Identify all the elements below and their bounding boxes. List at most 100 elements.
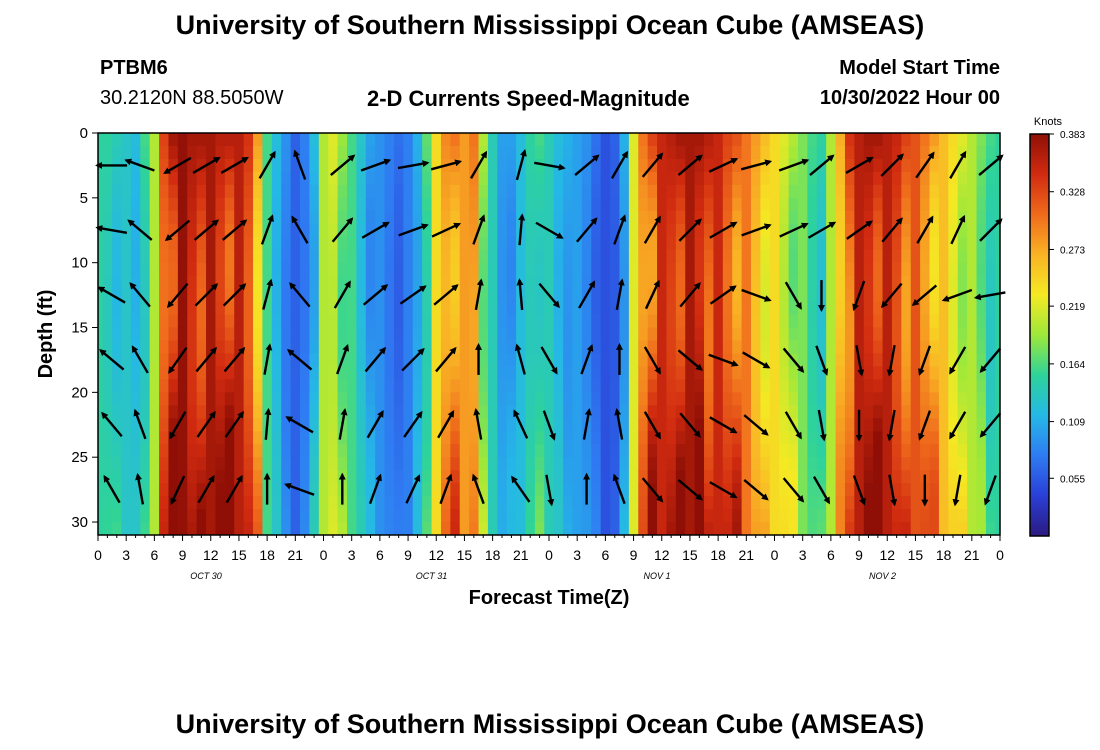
heatmap-cell: [704, 509, 714, 523]
heatmap-cell: [478, 522, 489, 536]
heatmap-cell: [713, 405, 724, 419]
heatmap-cell: [309, 444, 320, 458]
heatmap-cell: [826, 483, 837, 497]
heatmap-cell: [206, 340, 216, 354]
heatmap-cell: [779, 210, 790, 225]
heatmap-cell: [610, 288, 620, 303]
heatmap-cell: [938, 496, 949, 510]
heatmap-cell: [534, 509, 545, 523]
heatmap-cell: [112, 133, 122, 147]
heatmap-cell: [638, 301, 649, 316]
heatmap-cell: [544, 379, 555, 393]
heatmap-cell: [647, 405, 658, 419]
heatmap-cell: [563, 210, 573, 225]
heatmap-cell: [779, 483, 790, 497]
heatmap-cell: [478, 197, 489, 212]
heatmap-cell: [891, 262, 902, 277]
heatmap-cell: [713, 483, 724, 497]
heatmap-cell: [685, 366, 696, 380]
heatmap-cell: [375, 158, 386, 173]
heatmap-cell: [694, 392, 705, 406]
heatmap-cell: [638, 145, 649, 160]
heatmap-cell: [647, 184, 658, 199]
heatmap-cell: [271, 392, 282, 406]
heatmap-cell: [976, 379, 987, 393]
heatmap-cell: [694, 145, 705, 160]
heatmap-cell: [835, 262, 846, 277]
heatmap-cell: [807, 210, 818, 225]
heatmap-cell: [300, 353, 310, 367]
heatmap-cell: [666, 210, 677, 225]
heatmap-cell: [920, 366, 931, 380]
heatmap-cell: [722, 249, 733, 264]
heatmap-cell: [497, 314, 508, 329]
heatmap-cell: [290, 236, 301, 251]
heatmap-cell: [356, 133, 367, 147]
heatmap-cell: [751, 522, 761, 536]
heatmap-cell: [666, 353, 677, 367]
heatmap-cell: [929, 509, 940, 523]
heatmap-cell: [591, 444, 602, 458]
heatmap-cell: [610, 275, 620, 290]
heatmap-cell: [854, 392, 865, 406]
heatmap-cell: [469, 197, 480, 212]
heatmap-cell: [375, 262, 386, 277]
heatmap-cell: [487, 236, 498, 251]
heatmap-cell: [844, 275, 855, 290]
heatmap-cell: [102, 496, 113, 510]
heatmap-cell: [779, 145, 790, 160]
heatmap-cell: [591, 327, 602, 341]
heatmap-cell: [328, 366, 339, 380]
heatmap-cell: [957, 249, 968, 264]
heatmap-cell: [102, 379, 113, 393]
heatmap-cell: [685, 340, 696, 354]
heatmap-cell: [591, 509, 602, 523]
heatmap-cell: [826, 392, 837, 406]
heatmap-cell: [450, 210, 461, 225]
heatmap-cell: [140, 197, 151, 212]
heatmap-cell: [816, 327, 827, 341]
heatmap-cell: [403, 366, 414, 380]
heatmap-cell: [929, 288, 940, 303]
heatmap-cell: [459, 405, 470, 419]
heatmap-cell: [995, 522, 1001, 536]
heatmap-cell: [882, 392, 893, 406]
heatmap-cell: [882, 262, 893, 277]
x-tick-label: 12: [879, 547, 895, 563]
heatmap-cell: [901, 197, 912, 212]
heatmap-cell: [98, 509, 104, 523]
heatmap-cell: [657, 288, 667, 303]
heatmap-cell: [844, 288, 855, 303]
heatmap-cell: [722, 301, 733, 316]
heatmap-cell: [985, 171, 996, 186]
heatmap-cell: [130, 262, 141, 277]
heatmap-cell: [610, 249, 620, 264]
heatmap-cell: [243, 444, 254, 458]
heatmap-cell: [563, 236, 573, 251]
heatmap-cell: [168, 470, 179, 484]
x-tick-label: 3: [799, 547, 807, 563]
heatmap-cell: [375, 327, 386, 341]
heatmap-cell: [346, 327, 357, 341]
heatmap-cell: [647, 340, 658, 354]
heatmap-cell: [403, 470, 414, 484]
heatmap-cell: [779, 301, 790, 316]
heatmap-cell: [995, 431, 1001, 445]
heatmap-cell: [393, 327, 404, 341]
heatmap-cell: [309, 392, 320, 406]
heatmap-cell: [685, 249, 696, 264]
heatmap-cell: [760, 171, 771, 186]
heatmap-cell: [215, 496, 226, 510]
heatmap-cell: [732, 327, 743, 341]
heatmap-cell: [938, 314, 949, 329]
heatmap-cell: [318, 223, 329, 238]
heatmap-cell: [563, 275, 573, 290]
heatmap-cell: [929, 223, 940, 238]
x-tick-label: 9: [404, 547, 412, 563]
current-vector: [809, 154, 835, 176]
heatmap-cell: [816, 379, 827, 393]
current-vector: [852, 475, 866, 506]
heatmap-cell: [168, 327, 179, 341]
current-vector: [540, 346, 558, 375]
heatmap-cell: [384, 470, 395, 484]
